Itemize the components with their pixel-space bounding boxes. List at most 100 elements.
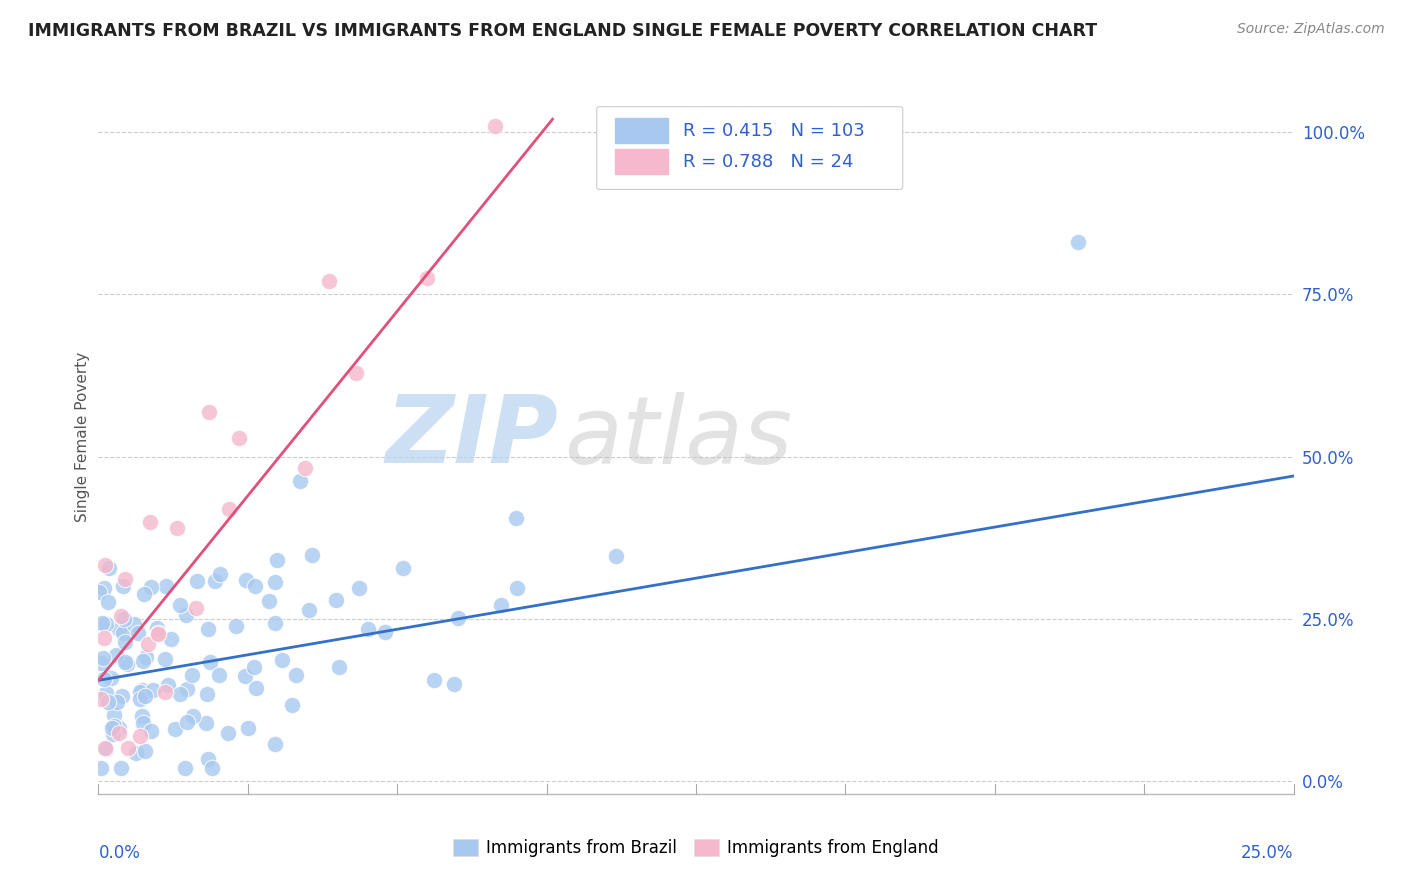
Text: ZIP: ZIP: [385, 391, 558, 483]
Point: [114, 572, 136, 586]
Point: [263, 615, 285, 630]
Point: [132, 587, 155, 601]
Point: [484, 119, 506, 133]
Point: [198, 405, 221, 419]
Point: [110, 608, 132, 623]
Point: [122, 617, 145, 632]
Point: [105, 648, 128, 662]
Point: [136, 637, 159, 651]
Point: [115, 657, 138, 671]
Point: [166, 521, 188, 535]
Point: [103, 719, 125, 733]
Point: [94, 558, 117, 572]
Point: [114, 612, 136, 626]
Point: [325, 592, 347, 607]
Legend: Immigrants from Brazil, Immigrants from England: Immigrants from Brazil, Immigrants from …: [446, 832, 946, 864]
Point: [235, 573, 257, 587]
Point: [218, 502, 240, 516]
Point: [96, 617, 118, 632]
Point: [491, 598, 513, 612]
Text: atlas: atlas: [565, 392, 793, 483]
Point: [195, 687, 218, 701]
Point: [100, 671, 122, 685]
Point: [91, 650, 114, 665]
Point: [91, 615, 114, 630]
Point: [344, 366, 367, 380]
Point: [114, 655, 136, 669]
Point: [163, 723, 186, 737]
Point: [97, 695, 120, 709]
Point: [236, 721, 259, 735]
Point: [259, 594, 281, 608]
Point: [208, 668, 231, 682]
Point: [87, 584, 110, 599]
Point: [108, 726, 131, 740]
Point: [356, 623, 378, 637]
Point: [107, 622, 129, 636]
Point: [225, 619, 247, 633]
Y-axis label: Single Female Poverty: Single Female Poverty: [75, 352, 90, 522]
Point: [169, 599, 191, 613]
Point: [117, 741, 139, 756]
Point: [101, 727, 124, 741]
Point: [90, 761, 112, 775]
Point: [141, 723, 163, 738]
Text: 0.0%: 0.0%: [98, 844, 141, 862]
Point: [128, 685, 150, 699]
Point: [127, 626, 149, 640]
Point: [176, 714, 198, 729]
Point: [111, 625, 134, 640]
Point: [447, 610, 470, 624]
Text: R = 0.788   N = 24: R = 0.788 N = 24: [683, 153, 853, 171]
Point: [245, 681, 267, 695]
Point: [347, 581, 370, 595]
Point: [506, 582, 529, 596]
Point: [107, 721, 129, 735]
Point: [271, 653, 294, 667]
Point: [98, 560, 121, 574]
Point: [208, 566, 231, 581]
Point: [197, 752, 219, 766]
Point: [392, 561, 415, 575]
Point: [103, 708, 125, 723]
Point: [169, 687, 191, 701]
Point: [243, 660, 266, 674]
Point: [94, 741, 117, 756]
Point: [505, 511, 527, 525]
Point: [281, 698, 304, 712]
Point: [156, 678, 179, 692]
Point: [174, 608, 197, 623]
Point: [186, 574, 208, 589]
Point: [263, 737, 285, 751]
Point: [153, 652, 176, 666]
Point: [110, 761, 132, 775]
Point: [228, 431, 250, 445]
Point: [134, 744, 156, 758]
Point: [93, 672, 115, 686]
Point: [197, 622, 219, 636]
Point: [186, 600, 208, 615]
Point: [93, 582, 115, 596]
Point: [204, 574, 226, 589]
Point: [200, 656, 222, 670]
Point: [132, 716, 155, 731]
Point: [94, 686, 117, 700]
Point: [422, 673, 444, 688]
Point: [97, 594, 120, 608]
Point: [96, 741, 118, 756]
Point: [233, 669, 256, 683]
Point: [101, 721, 124, 735]
Point: [131, 708, 153, 723]
Point: [141, 580, 163, 594]
Point: [301, 548, 323, 562]
Point: [416, 270, 439, 285]
Point: [146, 626, 169, 640]
Point: [148, 625, 170, 640]
Point: [176, 681, 198, 696]
Point: [181, 668, 204, 682]
Point: [284, 667, 307, 681]
Point: [128, 730, 150, 744]
Point: [111, 690, 134, 704]
Point: [114, 634, 136, 648]
Point: [160, 632, 183, 646]
